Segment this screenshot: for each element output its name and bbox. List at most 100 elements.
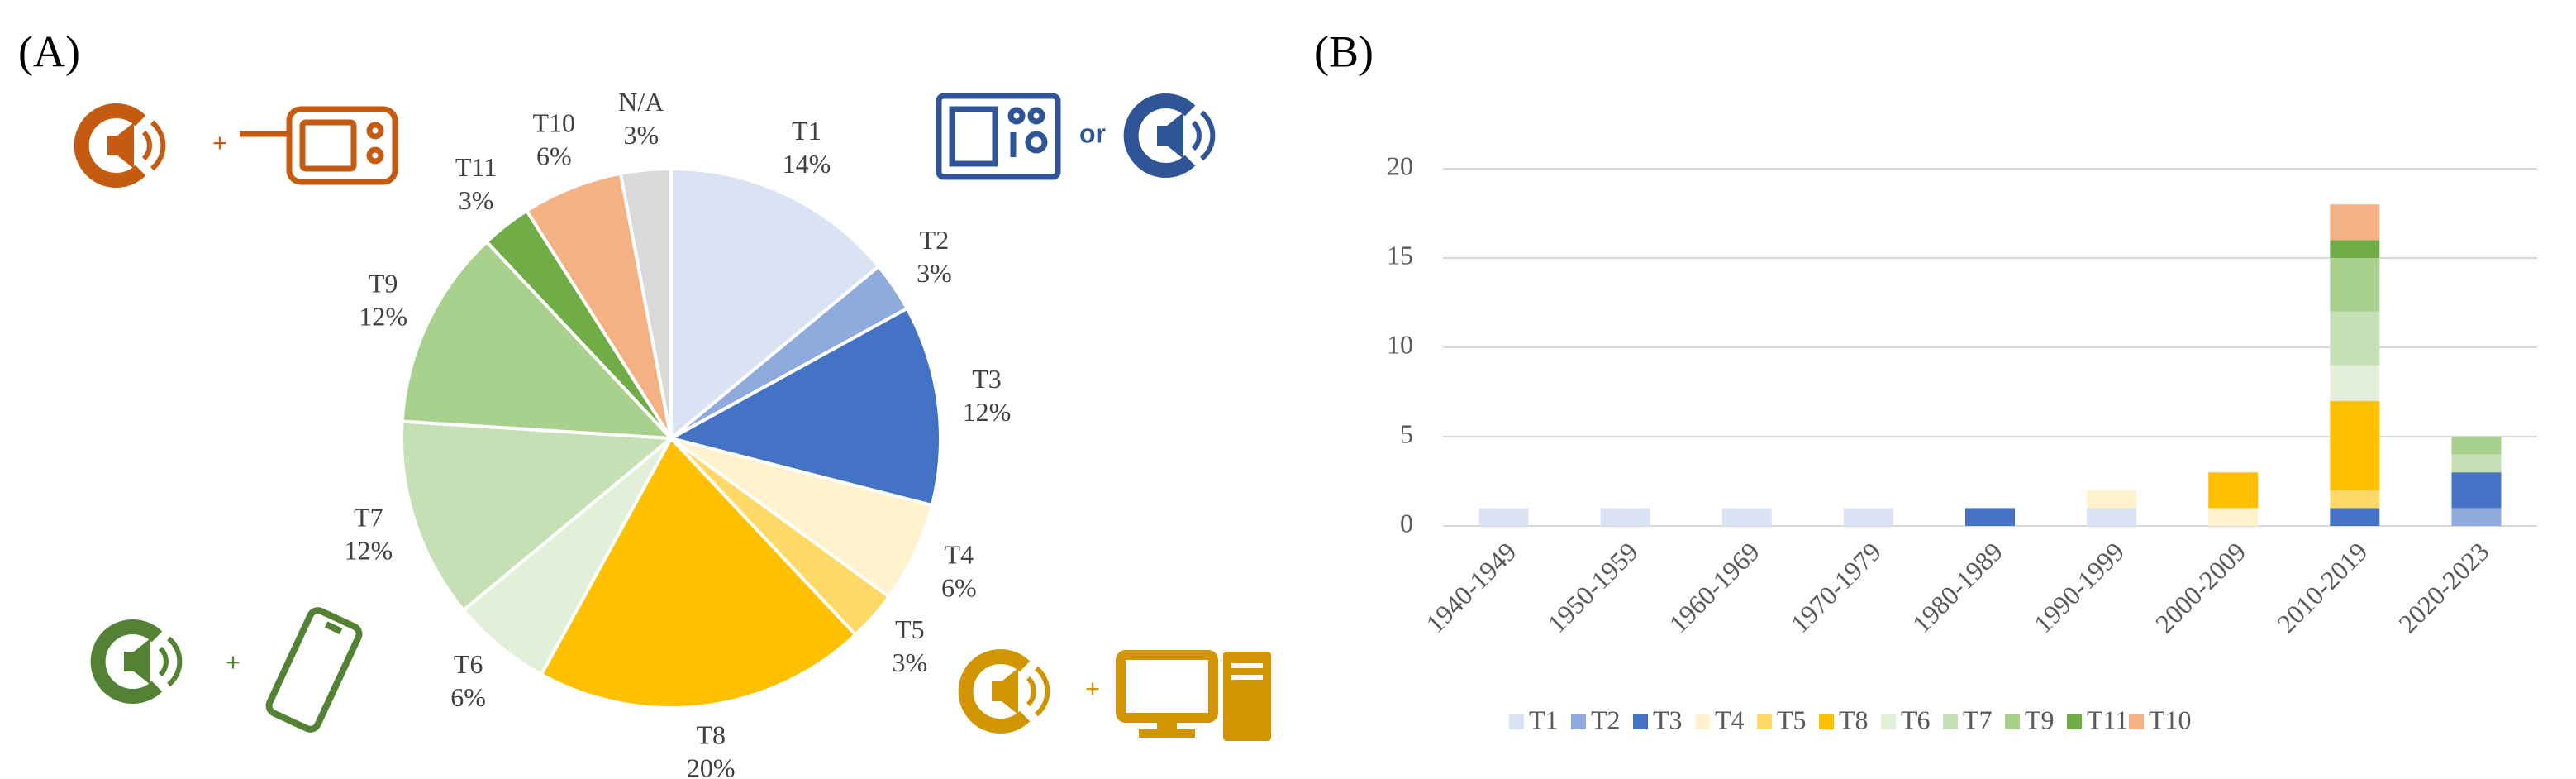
phone-icon xyxy=(265,607,363,733)
x-tick-label: 1970-1979 xyxy=(1785,537,1888,639)
legend-label: T6 xyxy=(1901,705,1931,734)
panel-label: (A) xyxy=(18,26,80,76)
slice-category: T11 xyxy=(455,152,497,182)
slice-label: 6% xyxy=(536,141,572,170)
computer-icon xyxy=(1116,650,1271,741)
y-tick-label: 20 xyxy=(1387,151,1413,180)
bar-segment xyxy=(2208,472,2259,509)
slice-label: 14% xyxy=(783,149,831,179)
or-text: or xyxy=(1079,118,1106,148)
slice-label: 3% xyxy=(459,185,494,215)
bar-segment xyxy=(2087,508,2137,526)
plus-sign: + xyxy=(1085,673,1100,703)
legend-label: T11 xyxy=(2087,705,2128,734)
device-icon xyxy=(240,106,398,185)
plus-sign: + xyxy=(226,647,240,676)
bar-segment xyxy=(2330,400,2380,490)
pie-slice xyxy=(460,437,673,677)
bar-segment xyxy=(2330,258,2380,312)
legend-swatch xyxy=(1633,714,1648,729)
slice-label: 12% xyxy=(963,397,1012,427)
legend-label: T3 xyxy=(1653,705,1683,734)
slice-label: 3% xyxy=(892,648,927,677)
slice-label: 3% xyxy=(623,120,659,150)
pie-slice xyxy=(618,166,673,439)
plus-sign: + xyxy=(212,127,227,157)
slice-label: 3% xyxy=(917,258,952,288)
x-tick-label: 2010-2019 xyxy=(2271,537,2374,639)
y-tick-label: 0 xyxy=(1400,508,1413,538)
bar-segment xyxy=(1721,508,1772,526)
pie-slice xyxy=(400,239,675,441)
legend-label: T9 xyxy=(2025,705,2055,734)
speaker-icon xyxy=(82,111,164,180)
pie-slice xyxy=(400,419,676,613)
legend-label: T8 xyxy=(1839,705,1869,734)
legend-swatch xyxy=(1943,714,1958,729)
speaker-icon xyxy=(966,657,1048,726)
legend-swatch xyxy=(1509,714,1524,729)
slice-category: T9 xyxy=(369,268,398,298)
legend-swatch xyxy=(2005,714,2020,729)
legend-label: T2 xyxy=(1591,705,1621,734)
legend-label: T10 xyxy=(2149,705,2192,734)
slice-category: T7 xyxy=(354,502,383,532)
slice-label: 12% xyxy=(359,301,407,331)
x-tick-label: 1960-1969 xyxy=(1663,537,1765,639)
slice-category: N/A xyxy=(618,87,664,117)
device-icon xyxy=(936,93,1061,180)
bar-segment xyxy=(2451,472,2502,509)
bar-segment xyxy=(2330,311,2380,366)
slice-category: T8 xyxy=(696,719,726,749)
legend-swatch xyxy=(2129,714,2144,729)
bar-segment xyxy=(2451,454,2502,473)
x-tick-label: 1990-1999 xyxy=(2028,537,2131,639)
bar-segment xyxy=(2208,508,2259,526)
bar-segment xyxy=(2330,240,2380,258)
bar-segment xyxy=(2330,508,2380,526)
y-tick-label: 15 xyxy=(1387,240,1413,270)
slice-label: 6% xyxy=(941,572,977,602)
pie-slice xyxy=(669,437,935,600)
slice-label: 12% xyxy=(345,535,393,565)
bar-segment xyxy=(2087,490,2137,509)
speaker-icon xyxy=(98,627,180,696)
legend-swatch xyxy=(1571,714,1586,729)
x-tick-label: 1950-1959 xyxy=(1541,537,1644,639)
pie-slice xyxy=(524,171,673,440)
pie-slice xyxy=(669,166,882,442)
slice-category: T1 xyxy=(792,116,821,146)
legend-label: T7 xyxy=(1963,705,1993,734)
legend-swatch xyxy=(1819,714,1834,729)
bar-segment xyxy=(1478,508,1529,526)
x-tick-label: 1980-1989 xyxy=(1907,537,2009,639)
legend-swatch xyxy=(2067,714,2082,729)
bar-segment xyxy=(2330,204,2380,241)
bar-segment xyxy=(2330,365,2380,401)
panel-label: (B) xyxy=(1314,26,1374,76)
slice-category: T5 xyxy=(895,614,925,644)
slice-category: T6 xyxy=(454,649,483,679)
bar-segment xyxy=(1965,508,2015,526)
legend-swatch xyxy=(1757,714,1772,729)
x-tick-label: 1940-1949 xyxy=(1420,537,1522,639)
slice-label: 6% xyxy=(450,682,486,712)
slice-category: T4 xyxy=(945,539,974,569)
y-tick-label: 5 xyxy=(1400,418,1413,448)
slice-category: T3 xyxy=(972,364,1002,394)
bar-segment xyxy=(1843,508,1893,526)
legend-swatch xyxy=(1881,714,1896,729)
pie-slice xyxy=(666,306,942,508)
slice-category: T10 xyxy=(532,108,575,137)
slice-label: 20% xyxy=(687,753,736,779)
legend-label: T4 xyxy=(1715,705,1745,734)
legend-swatch xyxy=(1695,714,1710,729)
bar-segment xyxy=(2451,508,2502,526)
x-tick-label: 2020-2023 xyxy=(2393,537,2495,639)
y-tick-label: 10 xyxy=(1387,329,1413,359)
bar-segment xyxy=(2451,437,2502,455)
slice-category: T2 xyxy=(920,225,950,255)
pie-slice xyxy=(539,435,858,710)
bar-segment xyxy=(2330,490,2380,509)
